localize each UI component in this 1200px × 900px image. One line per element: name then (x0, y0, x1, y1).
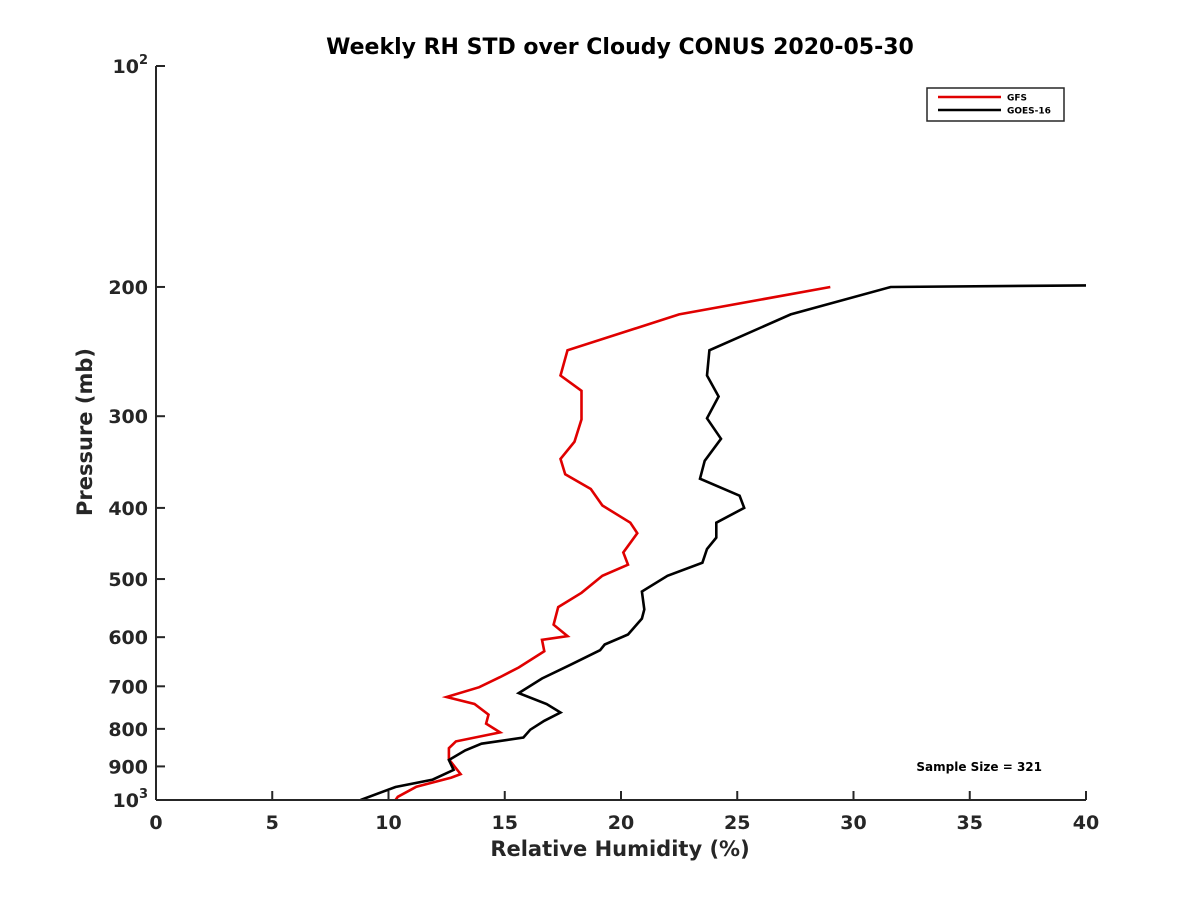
y-tick-label: 700 (108, 676, 148, 698)
chart-title: Weekly RH STD over Cloudy CONUS 2020-05-… (326, 35, 914, 60)
legend-label: GFS (1007, 94, 1027, 104)
y-axis-ticks: 102 200 300 400 500 600 700 800 900 103 (108, 53, 165, 812)
legend-box (926, 87, 1065, 122)
x-tick-label: 5 (266, 812, 279, 834)
y-tick-label: 300 (108, 406, 148, 428)
y-tick-label: 400 (108, 498, 148, 520)
legend-label: GOES-16 (1007, 107, 1051, 117)
legend: GFS GOES-16 (926, 87, 1065, 122)
x-tick-label: 35 (957, 812, 983, 834)
y-tick-label: 500 (108, 569, 148, 591)
x-tick-label: 20 (608, 812, 634, 834)
x-tick-label: 40 (1073, 812, 1099, 834)
x-tick-label: 25 (724, 812, 750, 834)
y-tick-label: 103 (113, 787, 149, 812)
y-tick-label: 900 (108, 756, 148, 778)
sample-size-annotation: Sample Size = 321 (916, 760, 1042, 774)
series-line-gfs (394, 285, 831, 800)
y-tick-label: 200 (108, 277, 148, 299)
y-tick-label: 102 (113, 53, 149, 78)
x-tick-label: 10 (375, 812, 401, 834)
x-tick-label: 15 (492, 812, 518, 834)
x-axis-ticks: 0 5 10 15 20 25 30 35 40 (149, 791, 1099, 834)
y-tick-label: 600 (108, 627, 148, 649)
series-layer (360, 284, 1086, 800)
x-axis-label: Relative Humidity (%) (490, 837, 749, 861)
series-line-goes-16 (360, 284, 1086, 800)
y-tick-label: 800 (108, 719, 148, 741)
x-tick-label: 0 (149, 812, 162, 834)
y-axis-label: Pressure (mb) (73, 348, 97, 516)
x-tick-label: 30 (840, 812, 866, 834)
axes (155, 66, 1086, 801)
